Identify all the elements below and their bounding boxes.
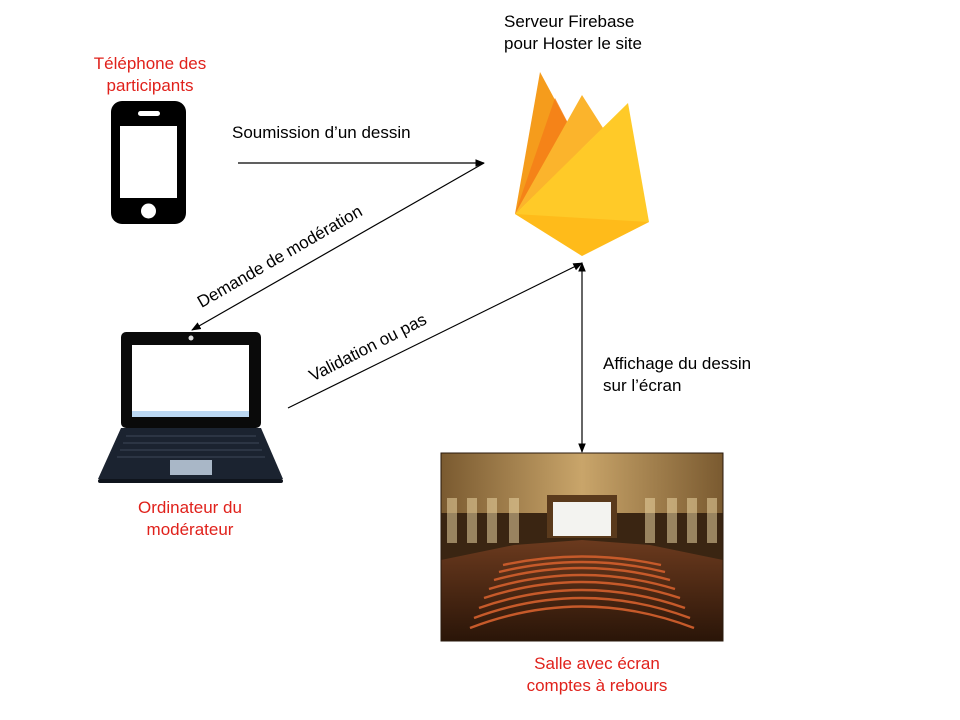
computer-label-line-2: modérateur: [146, 520, 234, 539]
computer-label: Ordinateur du modérateur: [100, 497, 280, 541]
firebase-logo: [515, 72, 649, 256]
arrow-moderation-request: [191, 162, 485, 331]
edge-label-display-line-1: Affichage du dessin: [603, 354, 752, 373]
server-label: Serveur Firebase pour Hoster le site: [504, 11, 642, 55]
phone-label-line-1: Téléphone des: [93, 54, 207, 73]
phone-label: Téléphone des participants: [60, 53, 240, 97]
laptop-icon: [98, 332, 283, 483]
smartphone-icon: [111, 101, 186, 224]
theater-photo: [440, 452, 724, 642]
room-label: Salle avec écran comptes à rebours: [487, 653, 707, 697]
computer-label-line-1: Ordinateur du: [138, 498, 242, 517]
room-label-line-1: Salle avec écran: [534, 654, 660, 673]
edge-label-display: Affichage du dessin sur l’écran: [603, 353, 751, 397]
room-label-line-2: comptes à rebours: [526, 676, 668, 695]
server-label-line-2: pour Hoster le site: [504, 34, 642, 53]
arrow-validation: [287, 262, 583, 409]
edge-label-submission: Soumission d’un dessin: [232, 123, 411, 142]
edge-label-display-line-2: sur l’écran: [603, 376, 682, 395]
phone-label-line-2: participants: [106, 76, 194, 95]
server-label-line-1: Serveur Firebase: [504, 12, 635, 31]
